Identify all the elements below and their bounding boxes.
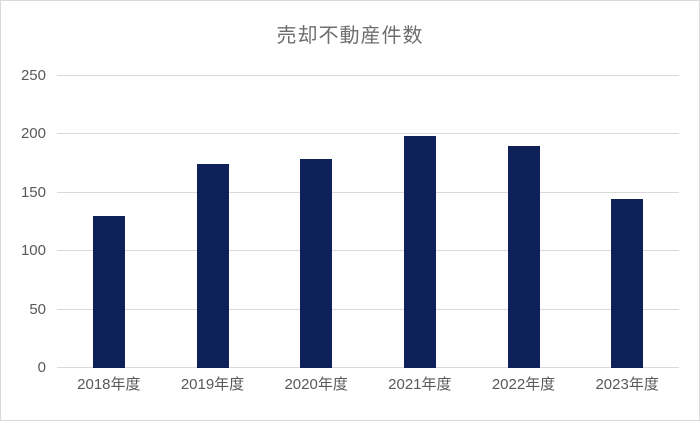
y-axis: 0 50 100 150 200 250 xyxy=(1,67,46,376)
bar xyxy=(403,135,436,368)
gridline xyxy=(57,75,679,76)
gridline xyxy=(57,133,679,135)
x-axis: 2018年度 2019年度 2020年度 2021年度 2022年度 2023年度 xyxy=(57,374,679,398)
gridline xyxy=(57,191,679,193)
x-tick-label: 2019年度 xyxy=(180,376,245,393)
x-tick-label: 2020年度 xyxy=(284,376,348,393)
y-tick-label: 150 xyxy=(20,183,46,201)
x-tick-label: 2018年度 xyxy=(77,376,141,393)
y-tick-label: 100 xyxy=(20,242,46,260)
x-tick-label: 2022年度 xyxy=(491,376,556,393)
x-axis-line xyxy=(57,367,679,368)
y-tick-label: 50 xyxy=(29,300,46,318)
bar xyxy=(92,216,125,368)
gridline xyxy=(57,250,679,252)
bar xyxy=(611,198,644,368)
bar xyxy=(300,158,333,368)
x-tick-label: 2023年度 xyxy=(595,376,659,393)
chart-title: 売却不動産件数 xyxy=(276,25,424,47)
y-tick-label: 200 xyxy=(20,125,46,143)
y-tick-label: 250 xyxy=(20,67,46,84)
gridline xyxy=(57,308,679,310)
bar xyxy=(507,146,540,368)
bar xyxy=(196,163,229,368)
y-tick-label: 0 xyxy=(37,359,46,376)
x-tick-label: 2021年度 xyxy=(388,376,452,393)
plot-area xyxy=(57,75,679,368)
